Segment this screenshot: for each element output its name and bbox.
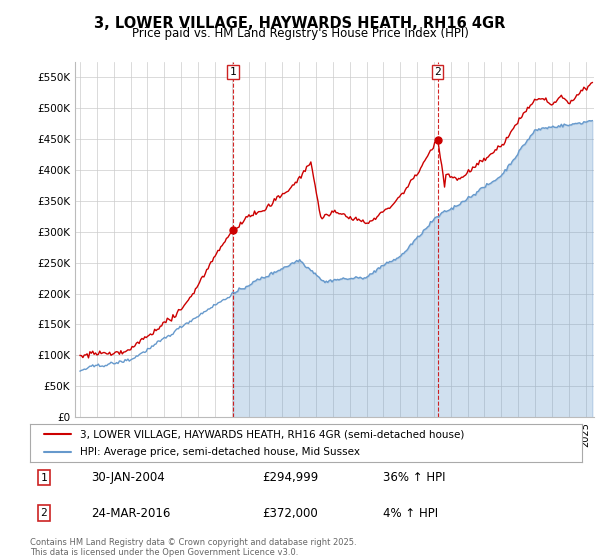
Text: 2: 2 (434, 67, 441, 77)
Text: Contains HM Land Registry data © Crown copyright and database right 2025.
This d: Contains HM Land Registry data © Crown c… (30, 538, 356, 557)
Text: 3, LOWER VILLAGE, HAYWARDS HEATH, RH16 4GR (semi-detached house): 3, LOWER VILLAGE, HAYWARDS HEATH, RH16 4… (80, 429, 464, 439)
Text: 3, LOWER VILLAGE, HAYWARDS HEATH, RH16 4GR: 3, LOWER VILLAGE, HAYWARDS HEATH, RH16 4… (94, 16, 506, 31)
Text: 4% ↑ HPI: 4% ↑ HPI (383, 507, 439, 520)
Text: 1: 1 (230, 67, 236, 77)
Text: 36% ↑ HPI: 36% ↑ HPI (383, 471, 446, 484)
Text: 24-MAR-2016: 24-MAR-2016 (91, 507, 170, 520)
Text: £294,999: £294,999 (262, 471, 318, 484)
Text: Price paid vs. HM Land Registry's House Price Index (HPI): Price paid vs. HM Land Registry's House … (131, 27, 469, 40)
Text: HPI: Average price, semi-detached house, Mid Sussex: HPI: Average price, semi-detached house,… (80, 447, 359, 457)
Text: 2: 2 (40, 508, 47, 518)
Text: 30-JAN-2004: 30-JAN-2004 (91, 471, 164, 484)
Text: 1: 1 (40, 473, 47, 483)
Text: £372,000: £372,000 (262, 507, 317, 520)
